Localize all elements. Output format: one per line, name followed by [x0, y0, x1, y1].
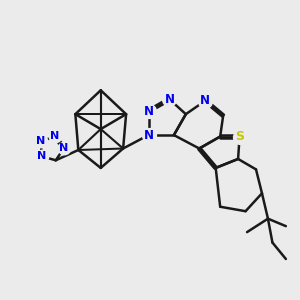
Text: N: N: [37, 151, 46, 161]
Text: N: N: [143, 129, 154, 142]
Text: S: S: [235, 130, 244, 143]
Text: N: N: [36, 136, 46, 146]
Text: N: N: [143, 105, 154, 118]
Text: N: N: [59, 143, 69, 153]
Text: N: N: [200, 94, 210, 107]
Text: N: N: [164, 93, 174, 106]
Text: N: N: [50, 131, 59, 142]
